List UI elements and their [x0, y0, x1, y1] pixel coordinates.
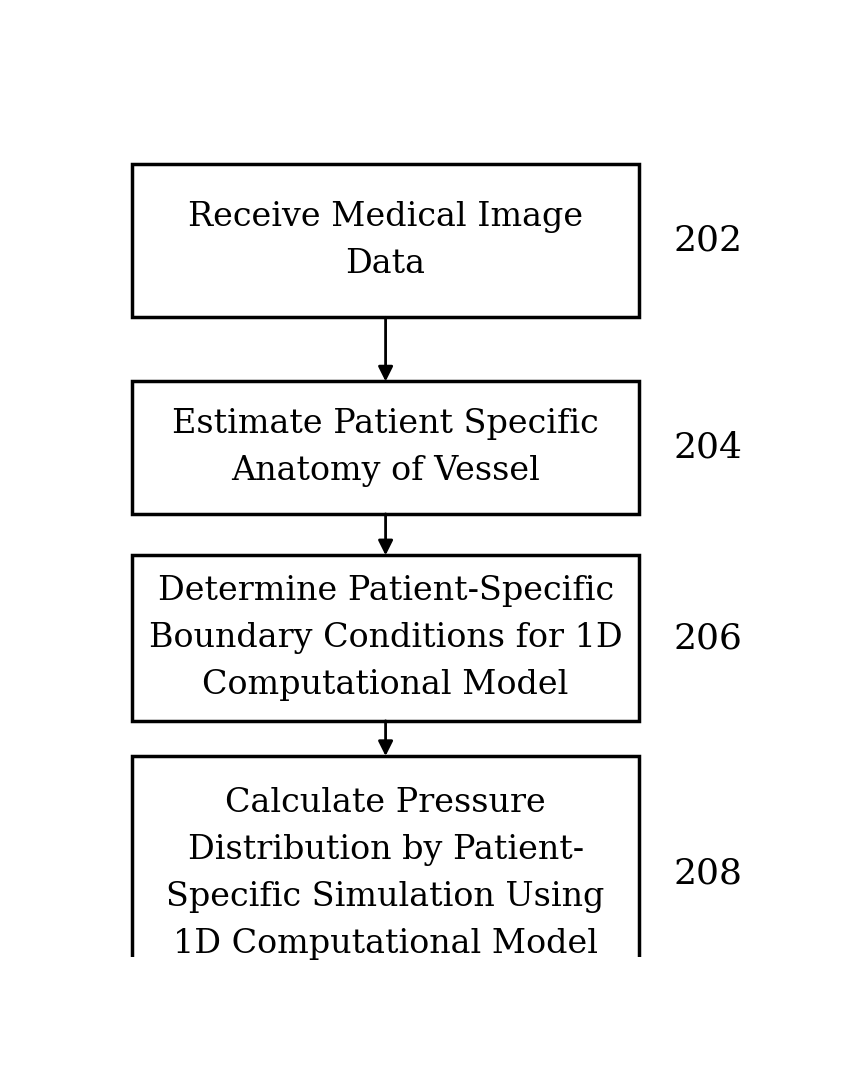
Text: 206: 206 — [673, 621, 742, 655]
Text: Calculate Pressure
Distribution by Patient-
Specific Simulation Using
1D Computa: Calculate Pressure Distribution by Patie… — [166, 788, 604, 960]
Text: Estimate Patient Specific
Anatomy of Vessel: Estimate Patient Specific Anatomy of Ves… — [172, 408, 598, 487]
Bar — [132, 382, 639, 514]
Text: Determine Patient-Specific
Boundary Conditions for 1D
Computational Model: Determine Patient-Specific Boundary Cond… — [149, 575, 622, 701]
Bar — [132, 164, 639, 317]
Bar — [132, 756, 639, 992]
Text: 208: 208 — [673, 857, 742, 891]
Text: 204: 204 — [673, 431, 742, 464]
Bar — [132, 556, 639, 721]
Text: Receive Medical Image
Data: Receive Medical Image Data — [188, 201, 582, 281]
Text: 202: 202 — [673, 224, 742, 258]
